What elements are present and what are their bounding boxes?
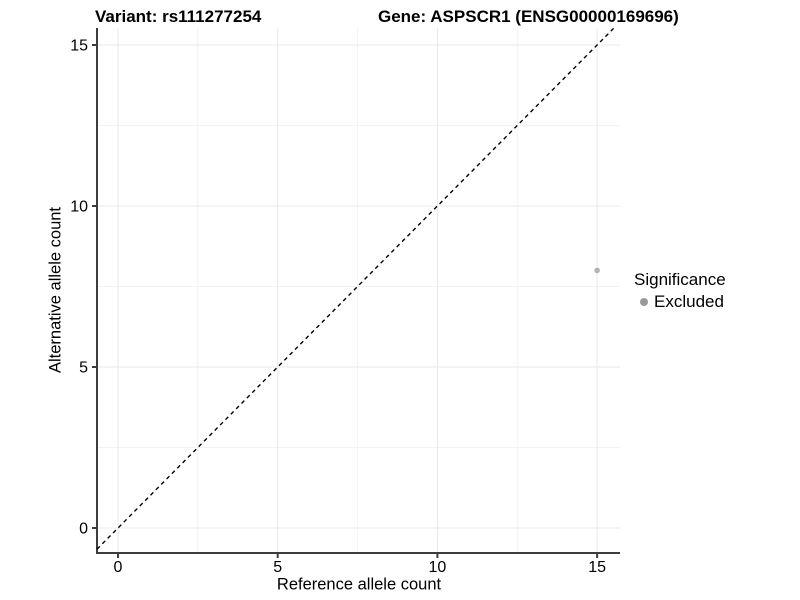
y-tick-label: 0 (79, 521, 88, 538)
x-tick-label: 5 (273, 559, 282, 576)
x-axis-title: Reference allele count (276, 575, 442, 594)
x-tick-label: 0 (114, 559, 123, 576)
y-tick-label: 15 (70, 38, 88, 55)
x-tick-label: 10 (428, 559, 446, 576)
y-tick-label: 10 (70, 199, 88, 216)
identity-line (96, 27, 615, 550)
plot-title-variant: Variant: rs111277254 (95, 7, 262, 26)
y-axis-title: Alternative allele count (46, 206, 65, 374)
y-tick-label: 5 (79, 360, 88, 377)
legend: Significance Excluded (634, 269, 726, 312)
legend-point-icon (640, 298, 648, 306)
legend-title: Significance (634, 270, 726, 289)
x-tick-label: 15 (588, 559, 606, 576)
data-point (594, 267, 600, 274)
legend-item-label: Excluded (654, 292, 724, 311)
plot-title-gene: Gene: ASPSCR1 (ENSG00000169696) (378, 7, 679, 26)
legend-item-excluded: Excluded (640, 292, 726, 312)
